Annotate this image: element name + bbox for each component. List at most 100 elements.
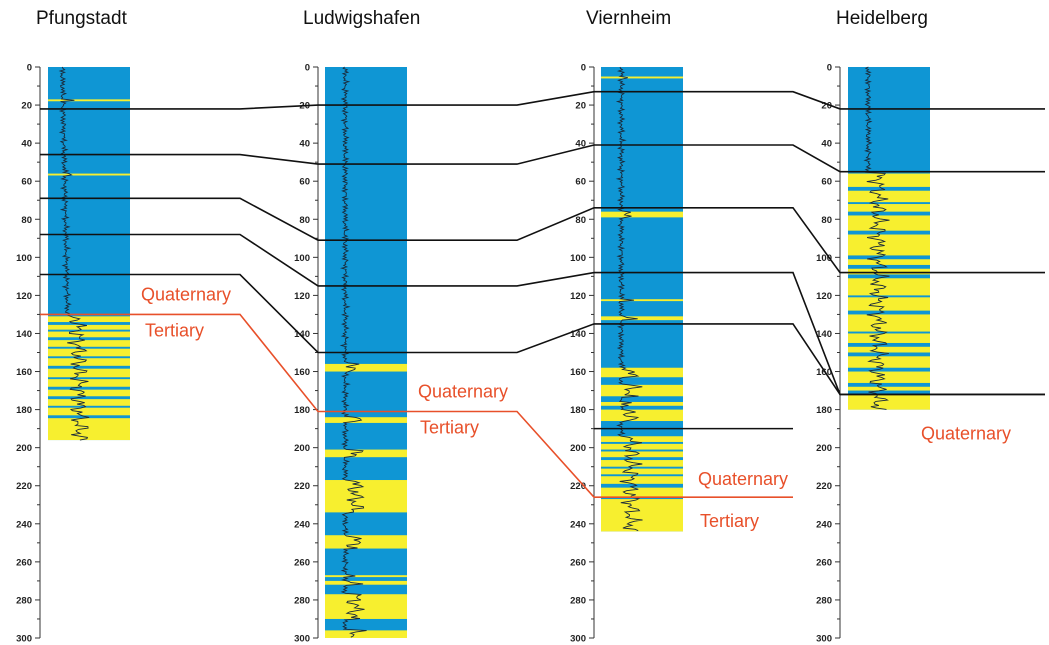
clay-interbed [848, 211, 930, 216]
clay-interbed [848, 382, 930, 387]
depth-tick-label: 40 [299, 139, 310, 150]
clay-interbed [601, 457, 683, 461]
depth-tick-label: 240 [570, 519, 586, 530]
depth-tick-label: 120 [570, 291, 586, 302]
depth-tick-label: 280 [570, 595, 586, 606]
depth-tick-label: 280 [294, 595, 310, 606]
unit-label-tertiary: Tertiary [145, 320, 204, 340]
depth-tick-label: 80 [299, 215, 310, 226]
depth-tick-label: 220 [16, 481, 32, 492]
well-ludwigshafen: Ludwigshafen0204060801001201401601802002… [294, 8, 420, 645]
depth-tick-label: 280 [16, 595, 32, 606]
clay-interbed [848, 342, 930, 347]
unit-label-quaternary: Quaternary [698, 469, 788, 489]
correlation-layer [40, 90, 1045, 499]
depth-tick-label: 300 [816, 634, 832, 645]
clay-interbed [848, 390, 930, 395]
well-name-pfungstadt: Pfungstadt [36, 8, 128, 29]
clay-interbed [601, 483, 683, 488]
depth-tick-label: 60 [299, 177, 310, 188]
depth-tick-label: 20 [821, 101, 832, 112]
clay-interbed [48, 337, 130, 341]
depth-tick-label: 180 [570, 405, 586, 416]
clay-interbed [48, 365, 130, 369]
depth-tick-label: 100 [294, 253, 310, 264]
clay-interbed [48, 377, 130, 380]
depth-tick-label: 140 [16, 329, 32, 340]
unit-label-quaternary: Quaternary [921, 424, 1011, 444]
depth-tick-label: 140 [816, 329, 832, 340]
sand-interval [601, 76, 683, 79]
clay-interbed [601, 466, 683, 469]
depth-tick-label: 40 [21, 139, 32, 150]
sand-interval [848, 173, 930, 410]
well-pfungstadt: Pfungstadt 0 20 40 60 80 100 120 140 160 180 200 220… [16, 8, 130, 645]
log-curve-pfungstadt [58, 66, 90, 441]
depth-tick-label: 60 [821, 177, 832, 188]
depth-tick-label: 120 [294, 291, 310, 302]
depth-tick-label: 160 [294, 367, 310, 378]
marker-correlation-line [40, 197, 1045, 274]
sand-interval [601, 401, 683, 406]
clay-interbed [48, 322, 130, 325]
well-name-ludwigshafen: Ludwigshafen [303, 8, 420, 29]
depth-tick-label: 0 [827, 63, 832, 74]
sand-interval [601, 384, 683, 397]
depth-tick-label: 0 [305, 63, 310, 74]
depth-tick-label: 160 [16, 367, 32, 378]
depth-tick-label: 120 [816, 291, 832, 302]
clay-interbed [48, 405, 130, 408]
well-heidelberg: Heidelberg 0 20 40 60 80 100 120 140 160 180 200 220… [816, 8, 930, 645]
depth-tick-label: 240 [16, 519, 32, 530]
clay-interbed [48, 415, 130, 419]
depth-tick-label: 280 [816, 595, 832, 606]
clay-interbed [48, 386, 130, 390]
sand-interval [325, 575, 407, 578]
depth-tick-label: 300 [16, 634, 32, 645]
depth-tick-label: 300 [570, 634, 586, 645]
depth-tick-label: 0 [27, 63, 32, 74]
depth-tick-label: 260 [16, 557, 32, 568]
depth-tick-label: 220 [570, 481, 586, 492]
depth-tick-label: 200 [570, 443, 586, 454]
clay-interbed [848, 264, 930, 269]
sand-interval [325, 580, 407, 585]
depth-tick-label: 80 [575, 215, 586, 226]
depth-tick-label: 260 [294, 557, 310, 568]
depth-tick-label: 40 [575, 139, 586, 150]
depth-tick-label: 20 [575, 101, 586, 112]
quaternary-tertiary-boundary-line [40, 313, 793, 499]
sand-interval [601, 299, 683, 302]
depth-tick-label: 180 [294, 405, 310, 416]
sand-interval [325, 449, 407, 458]
marker-correlation-line [40, 233, 1045, 396]
depth-tick-label: 160 [570, 367, 586, 378]
depth-tick-label: 220 [816, 481, 832, 492]
unit-label-quaternary: Quaternary [141, 284, 231, 304]
sand-interval [325, 535, 407, 549]
depth-tick-label: 200 [816, 443, 832, 454]
sand-interval [325, 363, 407, 372]
clay-interbed [601, 497, 683, 500]
depth-tick-label: 180 [816, 405, 832, 416]
clay-interbed [848, 331, 930, 334]
well-name-viernheim: Viernheim [586, 8, 671, 29]
sand-interval [325, 417, 407, 423]
depth-tick-label: 160 [816, 367, 832, 378]
clay-interbed [48, 396, 130, 400]
clay-interbed [48, 346, 130, 349]
clay-interbed [601, 449, 683, 452]
labels-layer: Quaternary Tertiary Quaternary Tertiary Quat… [141, 284, 1011, 531]
log-curve-heidelberg [863, 66, 890, 410]
depth-tick-label: 100 [16, 253, 32, 264]
sand-interval [325, 480, 407, 513]
depth-tick-label: 140 [570, 329, 586, 340]
clay-interbed [848, 310, 930, 315]
depth-tick-label: 140 [294, 329, 310, 340]
sand-interval [48, 173, 130, 176]
unit-label-quaternary: Quaternary [418, 382, 508, 402]
depth-tick-label: 240 [294, 519, 310, 530]
sand-interval [601, 211, 683, 218]
marker-correlation-line [40, 90, 1045, 110]
clay-interbed [848, 352, 930, 357]
